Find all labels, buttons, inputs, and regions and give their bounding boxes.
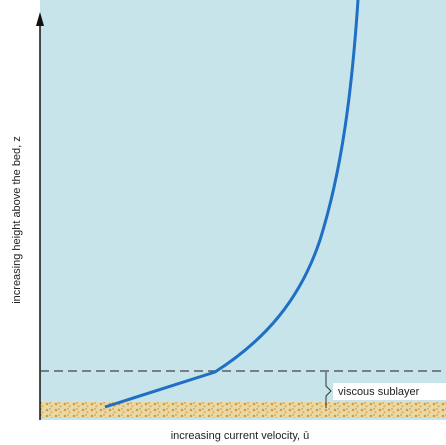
- annotation: viscous sublayer: [338, 386, 420, 398]
- y-axis-arrow: [36, 12, 44, 26]
- sediment-bed: [40, 402, 446, 418]
- sublayer-bracket: [325, 372, 332, 408]
- velocity-profile-curve: [104, 0, 360, 409]
- y-axis-label: increasing height above the bed, z: [11, 136, 23, 304]
- background-panel: [40, 0, 446, 420]
- x-axis-label: increasing current velocity, ū: [171, 430, 310, 442]
- annotation-box: [333, 383, 446, 400]
